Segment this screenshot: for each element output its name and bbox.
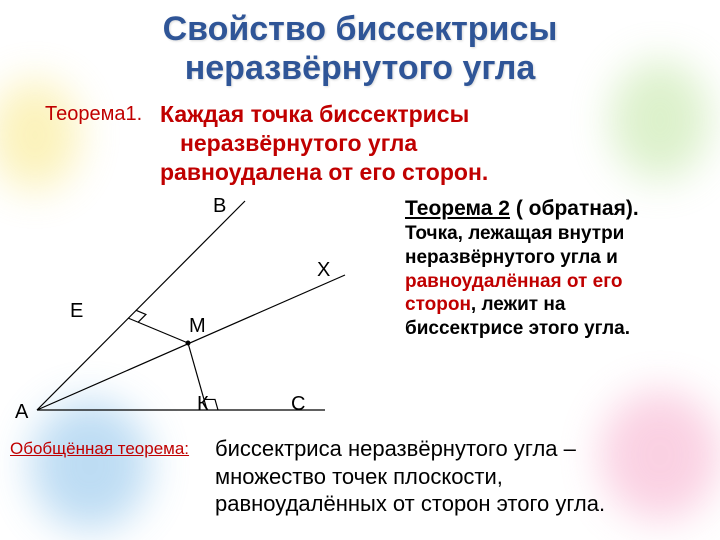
- t2-line1: Точка, лежащая внутри: [405, 223, 624, 244]
- point-label-E: Е: [70, 300, 83, 323]
- general-line3: равноудалённых от сторон этого угла.: [215, 491, 605, 516]
- general-theorem-label: Обобщённая теорема:: [10, 439, 189, 459]
- title-line2: неразвёрнутого угла: [185, 49, 536, 87]
- theorem1-line2: неразвёрнутого угла: [160, 130, 417, 156]
- t2-line4b: биссектрисе этого угла.: [405, 318, 630, 339]
- diagram: А В С Е К М Х: [15, 195, 380, 430]
- point-label-M: М: [189, 315, 206, 338]
- point-label-K: К: [197, 393, 209, 416]
- theorem2-body: Точка, лежащая внутри неразвёрнутого угл…: [405, 222, 705, 341]
- general-theorem-body: биссектриса неразвёрнутого угла – множес…: [215, 435, 715, 518]
- theorem2-label: Теорема 2 ( обратная).: [405, 197, 639, 221]
- theorem2-label-part1: Теорема 2: [405, 197, 510, 220]
- general-line1: биссектриса неразвёрнутого угла –: [215, 436, 576, 461]
- theorem1-line1: Каждая точка биссектрисы: [160, 101, 469, 127]
- point-label-C: С: [291, 393, 305, 416]
- general-line2: множество точек плоскости,: [215, 464, 503, 489]
- theorem1-body: Каждая точка биссектрисы неразвёрнутого …: [160, 100, 620, 186]
- t2-line4a: , лежит на: [471, 294, 565, 315]
- point-label-A: А: [15, 401, 28, 424]
- t2-line3b: сторон: [405, 294, 471, 315]
- t2-line3a: равноудалённая от его: [405, 271, 622, 292]
- slide: Свойство биссектрисы неразвёрнутого угла…: [0, 0, 720, 540]
- title-line1: Свойство биссектрисы: [163, 10, 558, 48]
- theorem2-label-part2: ( обратная).: [516, 197, 639, 220]
- t2-line2: неразвёрнутого угла и: [405, 247, 618, 268]
- point-label-B: В: [213, 195, 226, 218]
- page-title: Свойство биссектрисы неразвёрнутого угла: [0, 10, 720, 88]
- theorem1-label: Теорема1.: [45, 103, 142, 126]
- theorem1-line3: равноудалена от его сторон.: [160, 159, 488, 185]
- point-label-X: Х: [317, 259, 330, 282]
